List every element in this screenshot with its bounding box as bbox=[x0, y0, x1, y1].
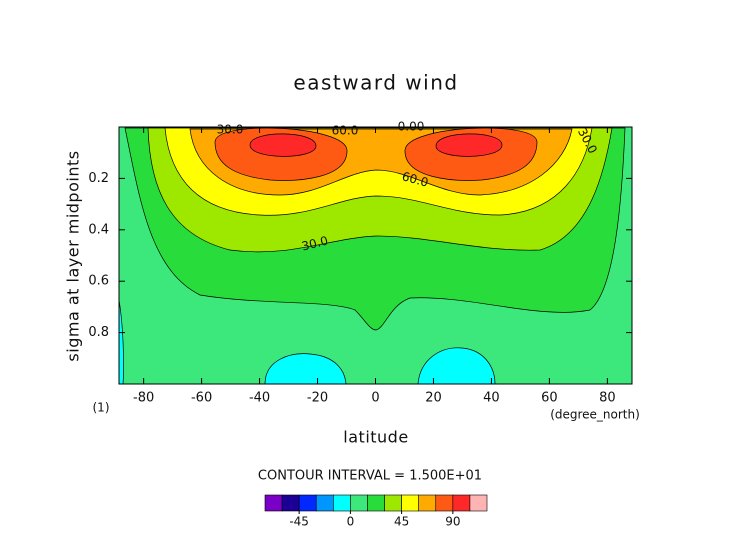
frame-note: (1) bbox=[93, 401, 110, 415]
x-tick-label: -60 bbox=[191, 391, 212, 406]
colorbar-tick-label: 45 bbox=[394, 515, 409, 529]
chart-title: eastward wind bbox=[293, 71, 458, 95]
x-tick-label: 0 bbox=[371, 391, 379, 406]
colorbar-tick-label: -45 bbox=[289, 515, 309, 529]
colorbar-bin bbox=[367, 494, 385, 512]
x-tick-label: -40 bbox=[249, 391, 270, 406]
x-tick-label: 20 bbox=[425, 391, 442, 406]
colorbar-bin bbox=[298, 494, 317, 512]
colorbar-tick-label: 90 bbox=[445, 515, 460, 529]
x-tick-label: -20 bbox=[307, 391, 328, 406]
x-axis-label: latitude bbox=[343, 428, 408, 447]
colorbar-bin bbox=[315, 494, 334, 512]
contour-label: 60.0 bbox=[400, 169, 429, 189]
colorbar-bin bbox=[333, 494, 351, 512]
x-tick-label: 40 bbox=[483, 391, 500, 406]
colorbar-bin bbox=[418, 494, 437, 512]
contour-label: 30.0 bbox=[300, 233, 329, 253]
y-tick-label: 0.2 bbox=[88, 171, 109, 186]
colorbar-bin bbox=[281, 494, 300, 512]
colorbar-bin bbox=[452, 494, 471, 512]
colorbar-tick-label: 0 bbox=[347, 515, 355, 529]
colorbar-bin bbox=[264, 494, 283, 512]
contour-band bbox=[264, 353, 347, 385]
colorbar-bin bbox=[435, 494, 454, 512]
contour-band bbox=[417, 347, 496, 385]
y-tick-label: 0.4 bbox=[88, 222, 109, 237]
x-units: (degree_north) bbox=[550, 408, 640, 422]
x-tick-label: -80 bbox=[133, 391, 154, 406]
contour-band bbox=[249, 133, 317, 157]
x-tick-label: 60 bbox=[541, 391, 558, 406]
contour-field: 30.0 60.0 0.00 30.060.030.0 bbox=[118, 120, 632, 385]
x-tick-label: 80 bbox=[599, 391, 616, 406]
contour-label: 30.0 bbox=[217, 123, 244, 137]
y-tick-label: 0.6 bbox=[88, 274, 109, 289]
colorbar-bin bbox=[401, 494, 419, 512]
contour-interval: CONTOUR INTERVAL = 1.500E+01 bbox=[258, 469, 482, 484]
colorbar-bin bbox=[384, 494, 402, 512]
colorbar-bin bbox=[350, 494, 368, 512]
y-tick-label: 0.8 bbox=[88, 325, 109, 340]
colorbar-bin bbox=[469, 494, 488, 512]
contour-band bbox=[435, 133, 503, 157]
y-axis-label: sigma at layer midpoints bbox=[64, 150, 83, 361]
contour-label: 60.0 bbox=[332, 124, 359, 138]
